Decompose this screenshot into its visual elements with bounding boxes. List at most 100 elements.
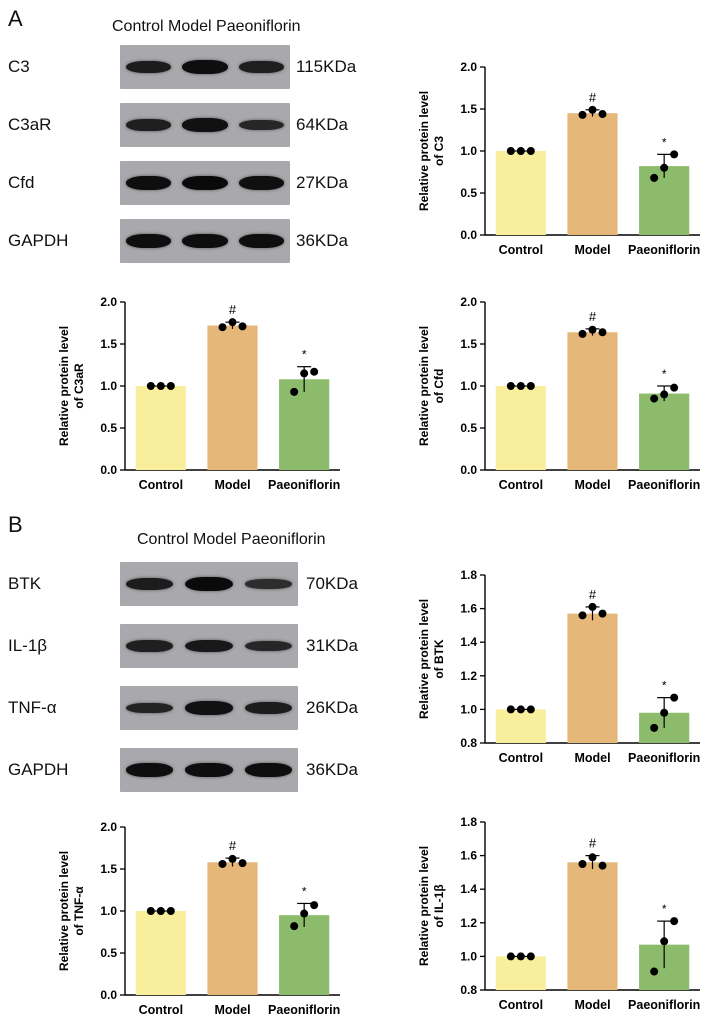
significance-marker: * xyxy=(302,884,307,898)
blot-strip xyxy=(120,161,290,205)
bar-chart-cfd: 0.0 0.5 1.0 1.5 2.0 Relative protein levelof … xyxy=(417,295,700,492)
molecular-weight-label: 36KDa xyxy=(306,760,358,779)
y-tick-label: 1.5 xyxy=(100,862,117,876)
y-tick-label: 1.8 xyxy=(460,568,477,582)
y-tick-label: 0.5 xyxy=(100,946,117,960)
data-point xyxy=(300,909,309,918)
protein-label: TNF-α xyxy=(8,698,57,717)
x-tick-label: Paeoniflorin xyxy=(628,478,700,492)
molecular-weight-label: 31KDa xyxy=(306,636,358,655)
blot-header-b: Control Model Paeoniflorin xyxy=(137,531,326,548)
panel-letter-b: B xyxy=(8,512,23,537)
significance-marker: * xyxy=(662,679,667,693)
molecular-weight-label: 27KDa xyxy=(296,173,348,192)
protein-label: IL-1β xyxy=(8,636,48,655)
y-tick-label: 1.5 xyxy=(100,337,117,351)
data-point xyxy=(300,369,309,378)
x-tick-label: Model xyxy=(574,243,610,257)
data-point xyxy=(598,110,607,119)
blot-band xyxy=(182,60,228,74)
data-point xyxy=(526,147,535,155)
blot-band xyxy=(125,640,174,652)
y-tick-label: 0.8 xyxy=(460,736,477,750)
x-tick-label: Paeoniflorin xyxy=(628,751,700,765)
data-point xyxy=(598,328,607,337)
data-point xyxy=(228,854,237,863)
significance-marker: # xyxy=(229,302,237,317)
bar-model xyxy=(567,332,618,470)
blot-band xyxy=(239,234,285,248)
y-axis-label-line: of IL-1β xyxy=(432,884,446,927)
y-tick-label: 2.0 xyxy=(100,820,117,834)
y-axis-label-line: of C3 xyxy=(432,136,446,166)
protein-label: GAPDH xyxy=(8,231,69,250)
x-tick-label: Paeoniflorin xyxy=(268,478,340,492)
blot-band xyxy=(244,763,293,777)
data-point xyxy=(228,318,237,327)
blot-band xyxy=(244,579,293,589)
y-tick-label: 1.0 xyxy=(460,144,477,158)
y-tick-label: 1.4 xyxy=(460,882,477,896)
data-point xyxy=(506,147,515,155)
western-blot-panel-a: Control Model Paeoniflorin C3 115KDa C3aR 6… xyxy=(0,0,380,275)
blot-strip xyxy=(120,103,290,147)
bar-model xyxy=(567,613,618,743)
protein-label: GAPDH xyxy=(8,760,69,779)
protein-label: C3 xyxy=(8,57,30,76)
y-tick-label: 1.0 xyxy=(460,379,477,393)
molecular-weight-label: 36KDa xyxy=(296,231,348,250)
y-axis-label-line: Relative protein level xyxy=(417,326,431,446)
blot-band xyxy=(125,578,174,590)
blot-strip xyxy=(120,624,298,668)
x-tick-label: Control xyxy=(499,998,543,1012)
significance-marker: * xyxy=(662,367,667,381)
y-axis-label-line: of BTK xyxy=(432,639,446,679)
x-tick-label: Control xyxy=(139,478,183,492)
panel-letter-a: A xyxy=(8,6,23,31)
data-point xyxy=(516,952,525,961)
bar-model xyxy=(207,862,258,995)
bar-chart-tnf-alpha: 0.0 0.5 1.0 1.5 2.0 Relative protein levelof … xyxy=(57,820,340,1017)
blot-band xyxy=(239,119,285,131)
data-point xyxy=(660,390,669,399)
significance-marker: # xyxy=(589,587,597,602)
blot-band xyxy=(239,61,285,73)
data-point xyxy=(670,917,679,926)
significance-marker: * xyxy=(662,902,667,916)
y-axis-label-line: of C3aR xyxy=(72,363,86,409)
y-axis-label-line: Relative protein level xyxy=(57,851,71,971)
protein-label: C3aR xyxy=(8,115,52,134)
blot-band xyxy=(185,639,233,653)
x-tick-label: Model xyxy=(214,1003,250,1017)
y-tick-label: 2.0 xyxy=(100,295,117,309)
y-tick-label: 1.0 xyxy=(100,379,117,393)
data-point xyxy=(650,173,659,182)
y-axis-label: Relative protein levelof C3aR xyxy=(57,326,86,446)
data-point xyxy=(650,394,659,403)
data-point xyxy=(516,147,525,155)
x-tick-label: Control xyxy=(499,478,543,492)
protein-label: Cfd xyxy=(8,173,35,192)
blot-band xyxy=(125,763,174,777)
blot-band xyxy=(182,234,228,248)
x-tick-label: Control xyxy=(499,751,543,765)
bar-chart-il-1beta: 0.8 1.0 1.2 1.4 1.6 1.8 Relative protein level… xyxy=(417,815,700,1012)
data-point xyxy=(598,609,607,618)
data-point xyxy=(238,859,247,868)
y-tick-label: 1.5 xyxy=(460,337,477,351)
data-point xyxy=(588,325,597,334)
bar-model xyxy=(567,862,618,990)
y-axis-label: Relative protein levelof TNF-α xyxy=(57,851,86,971)
data-point xyxy=(166,382,175,390)
blot-band xyxy=(182,176,228,190)
blot-band xyxy=(244,702,293,714)
bar-control xyxy=(495,386,546,470)
y-axis-label-line: Relative protein level xyxy=(417,846,431,966)
x-tick-label: Control xyxy=(139,1003,183,1017)
y-tick-label: 0.5 xyxy=(460,186,477,200)
data-point xyxy=(146,907,155,915)
data-point xyxy=(218,859,227,868)
bar-chart-c3: 0.0 0.5 1.0 1.5 2.0 Relative protein levelof … xyxy=(417,60,700,257)
blot-band xyxy=(244,640,293,652)
blot-band xyxy=(125,176,171,190)
